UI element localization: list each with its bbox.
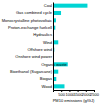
chart: 5001000150020002500 Coal Gas combined cycl… xyxy=(0,0,100,104)
x-axis-title: PM10 emissions (g/GJ) xyxy=(53,98,95,103)
y-tick: Wind xyxy=(43,40,53,45)
x-tick-label: 2500 xyxy=(90,92,100,97)
y-tick-label: Proton-exchange fuelcell xyxy=(8,25,52,30)
y-tick: Proton-exchange fuelcell xyxy=(8,25,53,30)
y-tick: Hydraulics xyxy=(33,32,53,37)
y-tick: Onshore wind power xyxy=(15,54,53,59)
y-tick-label: Gas combined cycle xyxy=(16,10,53,15)
y-tick: Bioethanol (Sugarcane) xyxy=(10,69,53,74)
bar xyxy=(53,84,64,88)
x-axis: 5001000150020002500 xyxy=(54,90,100,97)
x-tick: 2500 xyxy=(90,90,100,97)
y-tick-label: Wood xyxy=(42,84,52,89)
y-tick: Biogas xyxy=(40,76,53,81)
y-tick: Wood xyxy=(42,84,53,89)
y-tick-label: Wind xyxy=(43,40,52,45)
y-axis-line xyxy=(53,3,54,91)
y-tick: Gas combined cycle xyxy=(16,10,53,15)
y-tick-label: Monocrystalline photovoltaic xyxy=(2,18,52,23)
y-tick: Offshore wind xyxy=(27,47,53,52)
y-tick-label: Biogas xyxy=(40,76,52,81)
y-tick-label: Coal xyxy=(44,3,52,8)
plot-area xyxy=(53,4,87,89)
y-tick-label: Onshore wind power xyxy=(15,54,52,59)
y-tick: Coal xyxy=(44,3,53,8)
bar xyxy=(53,4,87,8)
y-tick-label: Bioethanol (Sugarcane) xyxy=(10,69,53,74)
y-axis: Coal Gas combined cycle Monocrystalline ph… xyxy=(2,3,54,91)
y-tick: Monocrystalline photovoltaic xyxy=(2,18,53,23)
bar xyxy=(53,11,61,15)
y-tick-label: Hydraulics xyxy=(33,32,52,37)
annotation: Organic waste xyxy=(41,62,67,67)
y-tick-label: Offshore wind xyxy=(27,47,52,52)
